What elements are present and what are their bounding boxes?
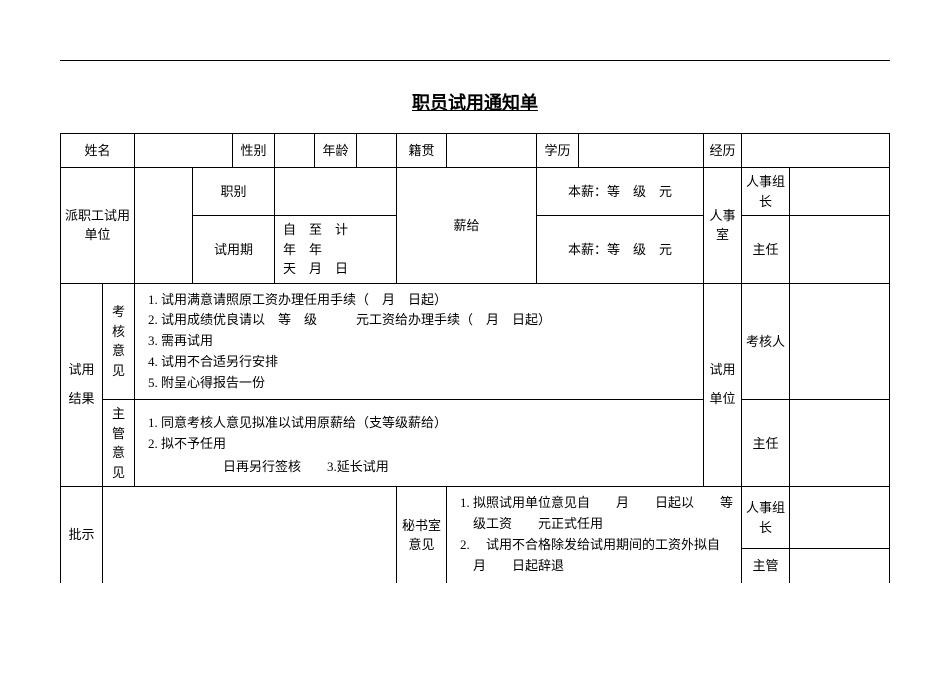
label-position: 职别 <box>193 168 275 216</box>
label-exp: 经历 <box>704 134 742 168</box>
label-assessor: 考核人 <box>742 283 790 400</box>
document-title: 职员试用通知单 <box>0 89 950 115</box>
label-age: 年龄 <box>315 134 357 168</box>
field-director-sign <box>790 216 890 284</box>
field-base-salary-2: 本薪：等 级 元 <box>537 216 704 284</box>
label-trial-unit: 试用单位 <box>704 283 742 487</box>
field-trial-period: 自 至 计 年 年 天 月 日 <box>275 216 397 284</box>
label-trial-period: 试用期 <box>193 216 275 284</box>
label-hr-head: 人事组长 <box>742 168 790 216</box>
field-position <box>275 168 397 216</box>
field-assign-unit <box>135 168 193 284</box>
assess-item-1: 试用满意请照原工资办理任用手续（ 月 日起） <box>161 290 699 311</box>
label-approval-hr-head: 人事组长 <box>742 487 790 548</box>
field-assessor-sign <box>790 283 890 400</box>
label-secretary-office: 秘书室意见 <box>397 487 447 583</box>
assess-item-2: 试用成绩优良请以 等 级 元工资给办理手续（ 月 日起） <box>161 310 699 331</box>
label-salary: 薪给 <box>397 168 537 284</box>
mgr-item-2: 拟不予任用 <box>161 434 699 455</box>
label-manager-opinion: 主管意见 <box>103 400 135 487</box>
field-origin <box>447 134 537 168</box>
label-sex: 性别 <box>233 134 275 168</box>
label-edu: 学历 <box>537 134 579 168</box>
field-sex <box>275 134 315 168</box>
top-rule <box>60 60 890 61</box>
assess-item-4: 试用不合适另行安排 <box>161 352 699 373</box>
sec-item-2: 试用不合格除发给试用期间的工资外拟自 月 日起辞退 <box>473 535 737 577</box>
label-unit-director: 主任 <box>742 400 790 487</box>
manager-opinion-list: 同意考核人意见拟准以试用原薪给（支等级薪给） 拟不予任用 <box>143 413 699 455</box>
field-approval-hr-head-sign <box>790 487 890 548</box>
field-manager-opinion: 同意考核人意见拟准以试用原薪给（支等级薪给） 拟不予任用 日再另行签核 3.延长… <box>135 400 704 487</box>
field-edu <box>579 134 704 168</box>
field-base-salary-1: 本薪：等 级 元 <box>537 168 704 216</box>
label-approval-manager: 主管 <box>742 548 790 583</box>
assess-item-5: 附呈心得报告一份 <box>161 373 699 394</box>
field-approval <box>103 487 397 583</box>
label-hr-office: 人事室 <box>704 168 742 284</box>
assessment-list: 试用满意请照原工资办理任用手续（ 月 日起） 试用成绩优良请以 等 级 元工资给… <box>143 290 699 394</box>
label-assessment: 考核意见 <box>103 283 135 400</box>
probation-form-table: 姓名 性别 年龄 籍贯 学历 经历 派职工试用单位 职别 薪给 本薪：等 级 元… <box>60 133 890 583</box>
label-name: 姓名 <box>61 134 135 168</box>
field-age <box>357 134 397 168</box>
label-assign-unit: 派职工试用单位 <box>61 168 135 284</box>
label-director: 主任 <box>742 216 790 284</box>
field-assessment: 试用满意请照原工资办理任用手续（ 月 日起） 试用成绩优良请以 等 级 元工资给… <box>135 283 704 400</box>
sec-item-1: 拟照试用单位意见自 月 日起以 等级工资 元正式任用 <box>473 493 737 535</box>
mgr-item-1: 同意考核人意见拟准以试用原薪给（支等级薪给） <box>161 413 699 434</box>
secretary-opinion-list: 拟照试用单位意见自 月 日起以 等级工资 元正式任用 试用不合格除发给试用期间的… <box>455 493 737 576</box>
field-unit-director-sign <box>790 400 890 487</box>
field-approval-manager-sign <box>790 548 890 583</box>
field-exp <box>742 134 890 168</box>
mgr-tail: 日再另行签核 3.延长试用 <box>143 457 699 477</box>
field-hr-head-sign <box>790 168 890 216</box>
label-trial-result: 试用结果 <box>61 283 103 487</box>
field-secretary-opinion: 拟照试用单位意见自 月 日起以 等级工资 元正式任用 试用不合格除发给试用期间的… <box>447 487 742 583</box>
label-origin: 籍贯 <box>397 134 447 168</box>
assess-item-3: 需再试用 <box>161 331 699 352</box>
field-name <box>135 134 233 168</box>
label-approval: 批示 <box>61 487 103 583</box>
